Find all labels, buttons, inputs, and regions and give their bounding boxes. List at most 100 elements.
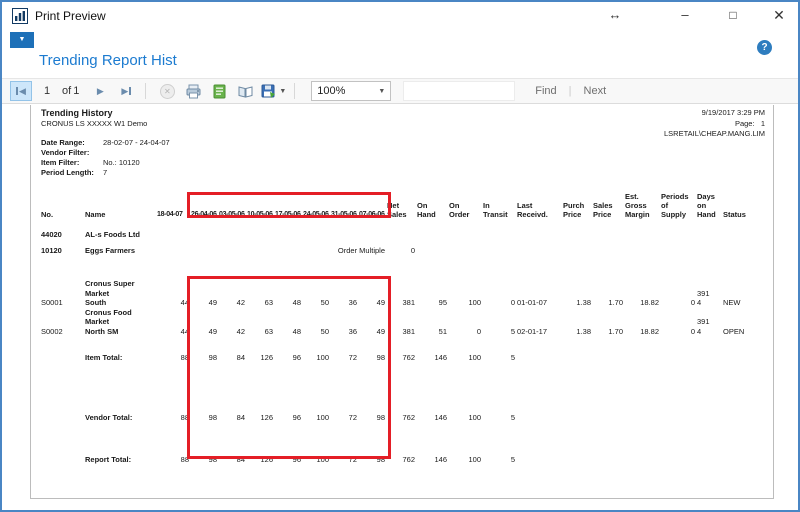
next-page-button[interactable]: ▶: [89, 81, 111, 101]
col-purch-price: Purch Price: [563, 201, 585, 219]
find-next-separator: |: [568, 85, 572, 97]
col-on-hand: On Hand: [417, 201, 436, 219]
col-date: 17-05-06: [275, 211, 301, 218]
print-layout-icon: [213, 84, 226, 98]
filter-label: Date Range:: [41, 138, 85, 147]
status-badge: NEW: [723, 298, 741, 307]
report-page: Trending History CRONUS LS XXXXX W1 Demo…: [30, 105, 774, 499]
report-viewer: Trending History CRONUS LS XXXXX W1 Demo…: [4, 105, 796, 508]
item-no: 10120: [41, 245, 62, 255]
order-multiple-value: 0: [410, 245, 415, 255]
days-on-hand: 391 4: [697, 288, 710, 308]
find-button[interactable]: Find: [535, 85, 557, 97]
current-page-input[interactable]: [34, 84, 60, 98]
total-label: Item Total:: [85, 352, 123, 362]
col-date: 26-04-06: [191, 211, 217, 218]
order-multiple-label: Order Multiple: [337, 245, 385, 255]
col-date: 07-06-06: [359, 211, 385, 218]
total-label: Vendor Total:: [85, 412, 133, 422]
find-text-input[interactable]: [403, 81, 516, 101]
store-name: Cronus Super Market South: [85, 279, 135, 307]
filter-block: Date Range: 28-02-07 - 24-04-07 Vendor Fi…: [41, 138, 773, 178]
page-total-label: 1: [73, 85, 80, 97]
title-bar: Print Preview ↔ – □ ✕: [2, 2, 798, 30]
resize-icon[interactable]: ↔: [608, 7, 622, 22]
page-label: Page:: [734, 118, 755, 128]
filter-value: No.: 10120: [103, 158, 140, 167]
previous-page-button[interactable]: ◀: [6, 81, 28, 101]
help-icon: ?: [761, 42, 768, 53]
item-total-row: Item Total: 88 98 84 126 96 100 72 98 76…: [41, 350, 759, 362]
page-of-label: of: [62, 85, 72, 97]
minimize-button[interactable]: –: [681, 7, 689, 22]
filter-value: 7: [103, 168, 108, 177]
export-dropdown-caret-icon[interactable]: ▼: [279, 87, 287, 95]
col-sales-price: Sales Price: [593, 201, 613, 219]
zoom-value: 100%: [317, 85, 346, 97]
col-no: No.: [41, 210, 54, 219]
col-days-on-hand: Days on Hand: [697, 192, 716, 219]
table-row: S0001 Cronus Super Market South 44 49 42…: [41, 279, 759, 308]
col-date: 24-05-06: [303, 211, 329, 218]
export-save-icon: [261, 84, 276, 98]
table-row: S0002 Cronus Food Market North SM 44 49 …: [41, 308, 759, 337]
status-badge: OPEN: [723, 326, 745, 336]
print-button[interactable]: [182, 81, 204, 101]
col-date: 31-05-06: [331, 211, 357, 218]
cancel-rendering-button[interactable]: ✕: [156, 81, 178, 101]
menu-row: ▼ ?: [2, 30, 798, 55]
next-page-icon: ▶: [96, 85, 104, 96]
vendor-row: 44020 AL-s Foods Ltd: [41, 219, 759, 239]
store-no: S0002: [41, 326, 63, 336]
zoom-caret-icon: ▼: [378, 87, 386, 95]
col-date: 10-05-06: [247, 211, 273, 218]
vendor-total-row: Vendor Total: 88 98 84 126 96 100 72 98 …: [41, 410, 759, 422]
last-page-icon: ▶: [121, 85, 129, 96]
col-in-transit: In Transit: [483, 201, 508, 219]
filter-label: Item Filter:: [41, 158, 80, 167]
window-title: Print Preview: [35, 9, 106, 23]
filter-label: Period Length:: [41, 168, 94, 177]
print-info: 9/19/2017 3:29 PM Page: 1 LSRETAIL\CHEAP…: [664, 108, 765, 140]
help-button[interactable]: ?: [757, 40, 772, 55]
report-total-row: Report Total: 88 98 84 126 96 100 72 98 …: [41, 452, 759, 464]
last-page-button[interactable]: ▶: [115, 81, 137, 101]
store-name: Cronus Food Market North SM: [85, 307, 132, 336]
maximize-button[interactable]: □: [729, 8, 737, 22]
col-date: 03-05-06: [219, 211, 245, 218]
printed-by-user: LSRETAIL\CHEAP.MANG.LIM: [663, 129, 765, 138]
zoom-select[interactable]: 100% ▼: [311, 81, 392, 101]
item-row: 10120 Eggs Farmers Order Multiple 0: [41, 239, 759, 255]
col-net-sales: Net Sales: [387, 201, 407, 219]
printer-icon: [186, 84, 201, 98]
find-next-button[interactable]: Next: [583, 85, 607, 97]
export-button[interactable]: ▼: [260, 81, 286, 101]
printed-datetime: 9/19/2017 3:29 PM: [701, 108, 765, 117]
report-page-number: 1: [760, 118, 765, 128]
page-title: Trending Report Hist: [39, 52, 177, 69]
store-no: S0001: [41, 298, 63, 307]
cancel-icon: ✕: [159, 83, 175, 99]
days-on-hand: 391 4: [697, 317, 710, 336]
col-last-receivd: Last Receivd.: [517, 201, 548, 219]
col-name: Name: [85, 210, 106, 219]
trending-table: No. Name 18-04-07 26-04-06 03-05-06 10-0…: [41, 183, 759, 464]
page-setup-book-icon: [238, 85, 253, 98]
col-on-order: On Order: [449, 201, 470, 219]
previous-page-icon: ◀: [13, 85, 21, 96]
company-name: CRONUS LS XXXXX W1 Demo: [41, 119, 148, 128]
chevron-down-icon: ▼: [18, 36, 26, 43]
col-est-gross-margin: Est. Gross Margin: [625, 192, 650, 219]
vendor-name: AL-s Foods Ltd: [85, 229, 140, 239]
report-chart-icon: [12, 8, 28, 24]
filter-value: 28-02-07 - 24-04-07: [103, 138, 170, 147]
page-setup-button[interactable]: [234, 81, 256, 101]
item-name: Eggs Farmers: [85, 245, 136, 255]
col-status: Status: [723, 210, 746, 219]
col-periods-of-supply: Periods of Supply: [661, 192, 689, 219]
print-layout-button[interactable]: [208, 81, 230, 101]
actions-dropdown-button[interactable]: ▼: [10, 32, 34, 48]
close-button[interactable]: ✕: [773, 7, 785, 23]
vendor-no: 44020: [41, 229, 62, 239]
